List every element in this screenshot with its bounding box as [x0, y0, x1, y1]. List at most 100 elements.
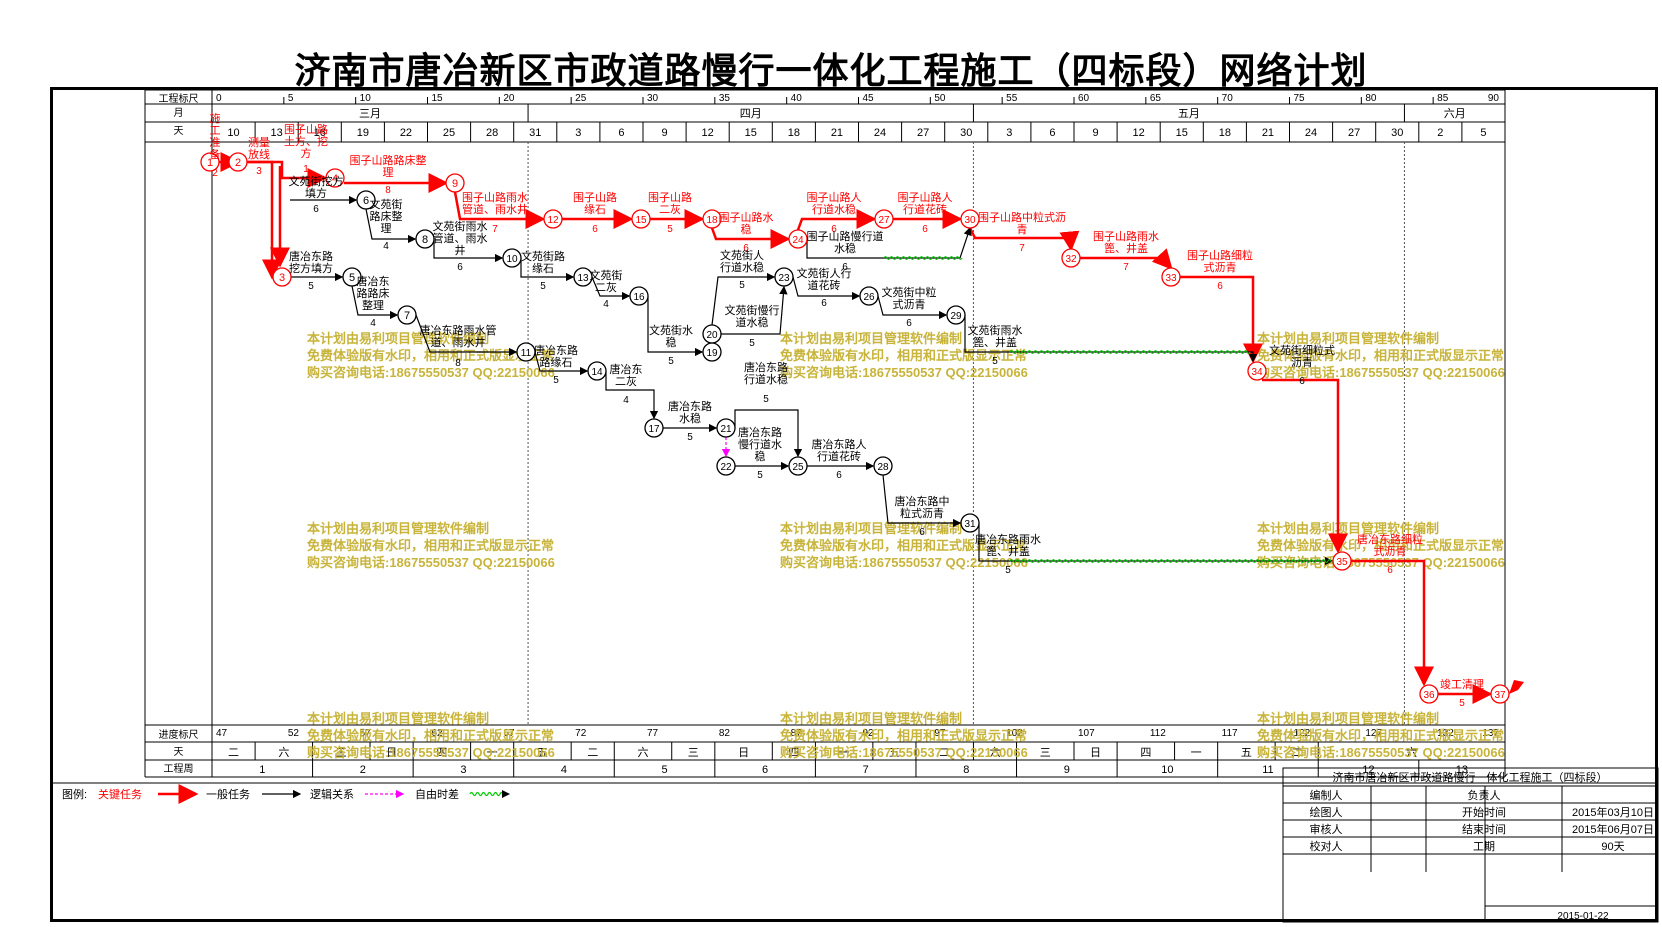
- task-duration: 1: [303, 164, 309, 175]
- weekday-label: 三: [688, 747, 699, 759]
- critical-arrow: [1080, 248, 1173, 270]
- node-circle: [716, 418, 736, 438]
- task-label: 行道花砖: [903, 202, 947, 216]
- task-label: 挖方填方: [289, 261, 333, 275]
- info-block-cell: 工期: [1473, 840, 1495, 853]
- day-label: 24: [1305, 127, 1317, 139]
- bottom-row-label: 工程周: [164, 763, 194, 775]
- day-label: 18: [788, 127, 800, 139]
- scale-tick-label: 75: [1294, 93, 1306, 104]
- critical-arrow: [1180, 275, 1263, 364]
- task-label: 竣工清理: [1440, 677, 1484, 691]
- task-label: 围子山路中粒式沥: [978, 210, 1066, 224]
- node-circle: [342, 267, 362, 287]
- month-label: 三月: [359, 108, 381, 120]
- normal-arrow: [534, 351, 589, 376]
- task-label: 二灰: [615, 374, 637, 388]
- node-circle: [716, 456, 736, 476]
- day-label: 30: [960, 127, 972, 139]
- node-number: 3: [279, 272, 285, 284]
- legend-logic-label: 逻辑关系: [310, 787, 354, 801]
- progress-tick-label: 137: [1482, 728, 1499, 739]
- task-label: 稳: [666, 335, 677, 349]
- node-number: 11: [521, 348, 532, 359]
- progress-tick-label: 112: [1150, 728, 1166, 739]
- task-label: 唐冶东路雨水管: [420, 323, 497, 337]
- normal-arrow: [877, 295, 948, 320]
- info-block-cell: 绘图人: [1310, 805, 1343, 819]
- node-number: 37: [1494, 690, 1506, 701]
- info-block-cell: 负责人: [1468, 788, 1501, 802]
- free-float-line: [1009, 559, 1335, 563]
- task-label: 行道花砖: [817, 449, 861, 463]
- day-label: 9: [661, 127, 667, 139]
- node-number: 12: [547, 215, 559, 226]
- task-label: 文苑街人: [720, 248, 764, 262]
- task-label: 道、雨水井: [431, 335, 486, 349]
- node-number: 16: [633, 292, 645, 303]
- task-label: 文苑街中粒: [882, 285, 937, 299]
- task-label: 唐冶东路雨水: [975, 532, 1041, 546]
- task-duration: 6: [1217, 281, 1223, 292]
- node-circle: [859, 286, 879, 306]
- bottom-row-label: 进度标尺: [159, 728, 199, 741]
- normal-arrow: [605, 371, 659, 420]
- task-label: 青: [1017, 223, 1028, 236]
- task-label: 篦、井盖: [1104, 241, 1148, 255]
- task-duration: 4: [623, 395, 629, 406]
- weekday-label: 二: [1291, 747, 1302, 759]
- weekday-label: 一: [1191, 747, 1202, 759]
- task-duration: 6: [743, 243, 749, 254]
- weekday-label: 日: [386, 747, 397, 759]
- day-label: 18: [1219, 127, 1231, 139]
- task-label: 放线: [248, 147, 270, 161]
- task-label: 准: [210, 136, 221, 149]
- task-label: 理: [381, 222, 392, 235]
- task-duration: 5: [540, 281, 546, 292]
- week-label: 3: [460, 764, 466, 776]
- week-label: 2: [360, 764, 366, 776]
- task-duration: 5: [763, 394, 769, 405]
- month-label: 六月: [1444, 107, 1466, 120]
- critical-arrow: [1262, 378, 1348, 554]
- task-duration: 5: [757, 470, 763, 481]
- day-label: 31: [529, 127, 541, 139]
- weekday-label: 五: [889, 747, 900, 759]
- task-label: 填方: [305, 186, 327, 200]
- day-label: 6: [618, 127, 624, 139]
- progress-tick-label: 97: [934, 728, 946, 739]
- watermark-text: 免费体验版有水印，相用和正式版显示正常: [1257, 348, 1504, 363]
- task-label: 方: [301, 146, 312, 160]
- node-circle: [873, 456, 893, 476]
- critical-arrow: [796, 209, 877, 231]
- watermark-text: 本计划由易利项目管理软件编制: [1257, 711, 1439, 726]
- task-label: 缘石: [532, 262, 554, 275]
- normal-arrow: [792, 276, 861, 301]
- task-label: 文苑街水: [649, 323, 693, 337]
- node-circle: [325, 168, 345, 188]
- watermark-text: 本计划由易利项目管理软件编制: [307, 331, 489, 346]
- progress-tick-label: 127: [1365, 728, 1382, 739]
- task-duration: 6: [842, 262, 848, 273]
- task-label: 唐冶东路人: [812, 437, 867, 451]
- scale-row-label: 工程标尺: [159, 93, 199, 105]
- progress-tick-label: 77: [647, 728, 659, 739]
- task-label: 文苑街: [370, 197, 403, 211]
- node-circle: [960, 209, 980, 229]
- node-number: 2: [235, 157, 241, 169]
- progress-tick-label: 87: [791, 728, 803, 739]
- week-label: 5: [661, 764, 667, 776]
- node-number: 27: [878, 215, 890, 226]
- progress-tick-label: 102: [1006, 728, 1023, 739]
- progress-tick-label: 117: [1222, 728, 1238, 739]
- day-label: 27: [1348, 127, 1360, 139]
- progress-tick-label: 67: [503, 728, 515, 739]
- node-number: 18: [706, 215, 718, 226]
- node-number: 9: [452, 178, 458, 190]
- normal-arrow: [415, 314, 518, 357]
- weekday-label: 五: [537, 747, 548, 759]
- task-label: 唐冶东路: [744, 360, 788, 374]
- node-number: 19: [706, 348, 718, 359]
- watermark-text: 购买咨询电话:18675550537 QQ:22150066: [780, 555, 1028, 570]
- task-label: 唐冶东路: [668, 399, 712, 413]
